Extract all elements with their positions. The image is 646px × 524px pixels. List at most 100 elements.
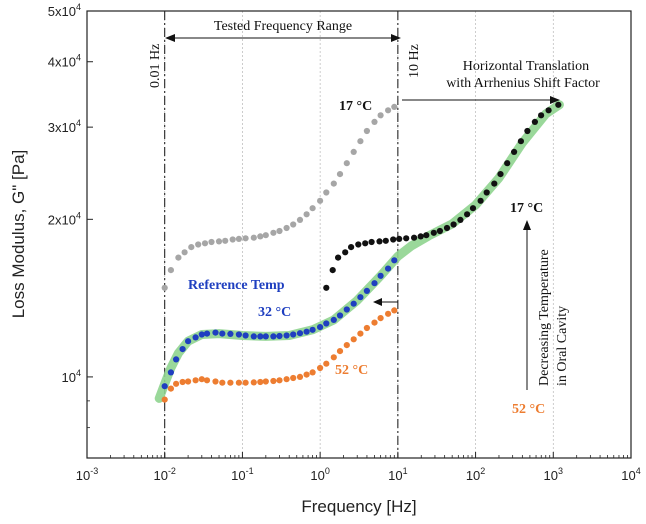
point-s1-11 (235, 379, 242, 386)
point-s2-30 (363, 287, 370, 294)
point-s2-23 (317, 324, 324, 331)
point-s0-19 (290, 221, 297, 228)
point-s1-31 (371, 319, 378, 326)
point-s0-14 (257, 233, 264, 240)
y-tick-label-0: 104 (62, 368, 81, 385)
point-s3-27 (504, 160, 511, 167)
point-s3-24 (483, 189, 490, 196)
point-s3-29 (517, 138, 525, 145)
point-s2-34 (391, 257, 398, 264)
point-s0-5 (195, 241, 202, 248)
point-s1-4 (185, 378, 192, 385)
y-tick-label-1: 2x104 (48, 210, 81, 227)
point-s2-20 (296, 330, 304, 337)
point-s3-7 (368, 238, 375, 246)
point-s1-23 (317, 364, 324, 372)
shift-back-arrow (373, 298, 398, 306)
point-s3-6 (362, 240, 369, 247)
point-s0-8 (215, 238, 223, 245)
y-tick-label-3: 4x104 (48, 53, 81, 70)
point-s1-17 (276, 377, 283, 384)
point-s2-5 (192, 334, 199, 341)
shift-label-line2: with Arrhenius Shift Factor (446, 76, 600, 91)
point-s2-14 (257, 333, 264, 340)
point-s2-22 (309, 326, 316, 333)
point-s0-29 (357, 138, 364, 145)
plot-frame (86, 10, 632, 459)
point-s0-13 (250, 234, 257, 241)
point-s1-33 (385, 310, 392, 317)
point-s2-18 (283, 332, 290, 339)
point-s2-31 (371, 280, 378, 287)
label-17c-top: 17 °C (339, 99, 372, 114)
point-s3-15 (423, 232, 430, 239)
point-s2-32 (377, 272, 384, 279)
x-tick-label-0: 10-3 (76, 466, 98, 483)
point-s2-27 (343, 306, 350, 313)
point-s2-8 (212, 329, 219, 336)
point-s1-25 (330, 354, 337, 361)
point-s0-7 (208, 238, 215, 246)
point-s0-26 (336, 171, 344, 178)
point-s3-33 (545, 107, 552, 114)
label-52c-mid: 52 °C (335, 363, 368, 378)
point-s3-11 (396, 235, 403, 242)
point-s0-23 (317, 197, 324, 204)
point-s3-2 (335, 254, 342, 261)
reference-temp-label: Reference Temp (188, 278, 285, 293)
point-s0-24 (323, 189, 330, 196)
point-s1-3 (179, 378, 186, 386)
x-axis-title: Frequency [Hz] (301, 497, 416, 516)
point-s2-26 (336, 312, 344, 319)
tested-range-label: Tested Frequency Range (214, 19, 352, 34)
point-s1-16 (270, 377, 277, 385)
point-s3-1 (329, 267, 336, 274)
point-s3-13 (411, 234, 418, 241)
point-s0-2 (175, 254, 182, 261)
point-s3-14 (417, 233, 424, 240)
point-s0-25 (330, 180, 337, 187)
point-s1-14 (257, 378, 264, 386)
label-32c: 32 °C (258, 305, 291, 320)
point-s2-19 (290, 331, 297, 338)
x-tick-label-4: 101 (388, 466, 407, 483)
decreasing-temp-line1: Decreasing Temperature (537, 249, 552, 386)
x-tick-label-5: 102 (466, 466, 485, 483)
point-s3-25 (491, 180, 498, 187)
point-s3-12 (403, 235, 410, 242)
point-s1-15 (262, 378, 269, 385)
point-s1-6 (198, 376, 205, 383)
axis-ticks: 10-3 10-2 10-1 100 101 102 103 104 104 2x104 3x104… (48, 2, 641, 483)
point-s3-22 (469, 205, 477, 212)
point-s3-30 (524, 127, 531, 135)
point-s1-24 (323, 360, 330, 367)
point-s1-30 (363, 324, 370, 332)
point-s1-20 (296, 373, 304, 380)
point-s2-13 (250, 333, 257, 340)
point-s1-1 (167, 385, 174, 392)
point-s0-3 (181, 249, 188, 256)
point-s3-0 (323, 284, 330, 291)
point-s2-28 (350, 300, 357, 307)
master-curve-band (154, 100, 564, 403)
point-s1-9 (219, 379, 226, 386)
point-s2-0 (161, 383, 168, 390)
decreasing-temp-line2: in Oral Cavity (555, 306, 570, 386)
point-s2-10 (227, 330, 234, 337)
point-s3-16 (430, 229, 437, 236)
tested-range-arrow (165, 34, 401, 42)
point-s2-6 (198, 331, 205, 338)
point-s3-32 (538, 112, 545, 119)
point-s0-15 (262, 232, 269, 239)
point-s0-30 (363, 127, 370, 135)
point-s2-9 (219, 330, 226, 337)
point-s1-10 (227, 379, 234, 386)
point-s3-28 (510, 148, 518, 155)
point-s1-32 (377, 315, 384, 322)
point-s2-2 (173, 356, 180, 363)
point-s1-28 (350, 336, 357, 343)
point-s1-19 (290, 374, 297, 382)
point-s3-18 (443, 224, 451, 232)
point-s3-21 (464, 211, 471, 218)
x-tick-label-6: 103 (544, 466, 563, 483)
